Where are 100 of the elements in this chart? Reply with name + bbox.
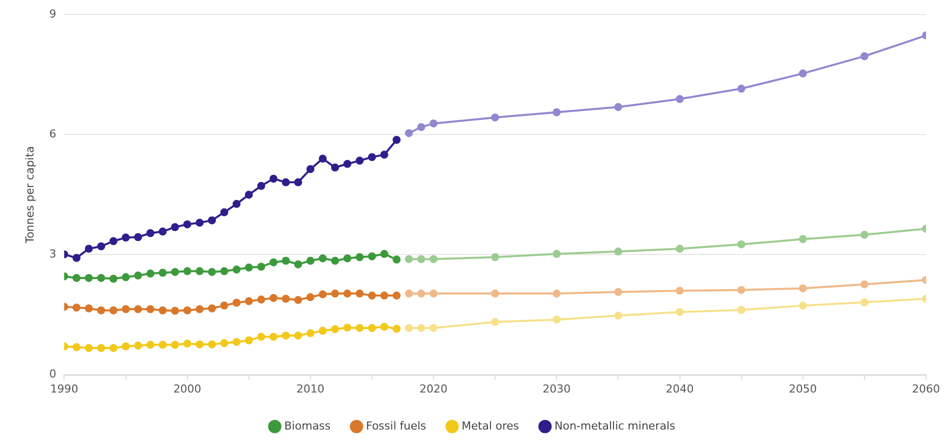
point (343, 160, 352, 168)
point (368, 324, 376, 332)
point (798, 284, 807, 292)
point (417, 123, 426, 132)
point (404, 324, 413, 332)
point (392, 324, 401, 333)
point (220, 208, 228, 216)
point (676, 286, 684, 295)
point (257, 182, 266, 190)
point (294, 178, 302, 186)
point (171, 306, 179, 315)
point (294, 332, 302, 340)
point (122, 305, 130, 314)
point (356, 156, 364, 165)
point (368, 252, 376, 260)
point (72, 343, 81, 352)
point (318, 290, 327, 298)
point (306, 165, 314, 174)
point (798, 235, 807, 244)
point (269, 294, 278, 302)
point (614, 288, 622, 296)
point (122, 234, 130, 242)
point (282, 332, 290, 340)
point (84, 344, 93, 352)
point (208, 216, 216, 224)
point (404, 290, 413, 298)
point (196, 267, 204, 276)
y-tick-label: 0 (49, 368, 56, 381)
point (146, 229, 154, 238)
point (614, 248, 622, 256)
point (72, 254, 81, 262)
point (171, 223, 179, 232)
point (122, 273, 130, 282)
point (146, 305, 154, 314)
point (97, 344, 106, 352)
point (269, 174, 278, 183)
point (860, 298, 868, 306)
point (158, 340, 167, 349)
point (84, 304, 93, 312)
point (208, 340, 216, 348)
point (676, 308, 684, 316)
point (196, 305, 204, 314)
point (109, 237, 118, 246)
point (269, 258, 278, 266)
point (380, 150, 388, 159)
point (134, 305, 142, 314)
point (134, 342, 142, 350)
point (84, 244, 93, 253)
legend-label: Non-metallic minerals (554, 419, 676, 432)
point (196, 218, 204, 227)
legend-label: Fossil fuels (366, 419, 426, 432)
point (183, 306, 192, 314)
point (269, 332, 278, 341)
point (491, 253, 500, 262)
point (244, 297, 253, 306)
point (491, 113, 500, 122)
point (220, 339, 228, 348)
point (122, 342, 130, 350)
point (343, 290, 352, 298)
point (356, 290, 364, 298)
point (282, 178, 290, 186)
point (491, 290, 500, 298)
point (232, 298, 241, 307)
point (860, 280, 868, 288)
point (368, 292, 376, 300)
point (244, 264, 253, 272)
point (380, 292, 388, 300)
point (158, 306, 167, 314)
point (552, 316, 561, 324)
point (404, 255, 413, 264)
point (491, 318, 500, 326)
point (318, 154, 327, 163)
x-tick-label: 2020 (420, 382, 448, 396)
point (306, 329, 314, 338)
point (404, 129, 413, 138)
point (798, 302, 807, 310)
point (737, 240, 746, 248)
point (860, 230, 868, 239)
point (220, 302, 228, 310)
point (97, 274, 106, 282)
point (430, 119, 438, 128)
point (676, 244, 684, 253)
point (417, 255, 426, 264)
point (232, 200, 241, 208)
point (343, 324, 352, 332)
point (158, 268, 167, 277)
point (220, 267, 228, 276)
point (331, 163, 340, 172)
point (356, 253, 364, 262)
point (72, 304, 81, 312)
point (97, 306, 106, 314)
point (183, 340, 192, 348)
point (417, 290, 426, 298)
point (430, 324, 438, 332)
point (380, 322, 388, 331)
point (294, 296, 302, 304)
point (257, 262, 266, 271)
x-tick-label: 2000 (173, 382, 202, 396)
point (430, 290, 438, 298)
point (257, 296, 266, 304)
